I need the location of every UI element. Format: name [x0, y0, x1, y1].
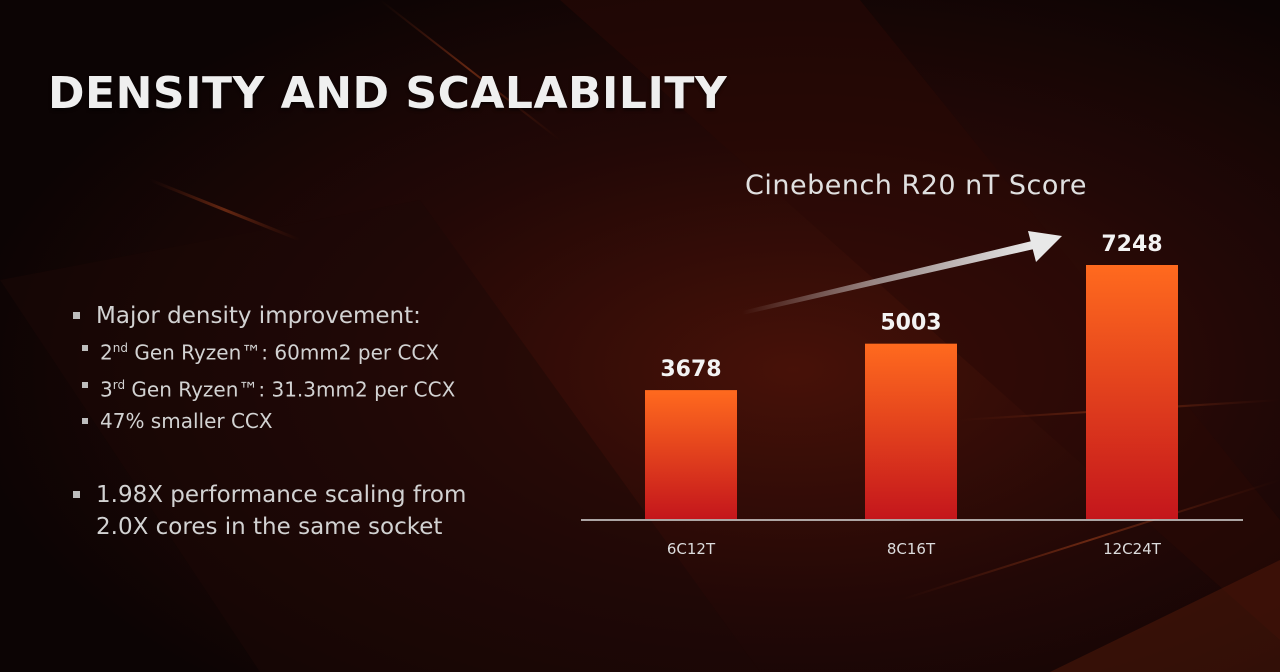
x-tick-label: 6C12T [667, 540, 716, 558]
sub-bullet-3rd-gen: 3rd Gen Ryzen™: 31.3mm2 per CCX [70, 369, 490, 406]
bullet-text: Major density improvement: [96, 303, 421, 329]
bullet-square-icon [73, 491, 80, 499]
bar-12C24T [1086, 265, 1178, 519]
sub-bullet-ordinal: 2 [100, 340, 113, 365]
bullet-square-icon [82, 345, 88, 351]
sub-bullet-ordinal-suffix: rd [112, 377, 126, 392]
x-tick-label: 8C16T [887, 540, 936, 558]
bar-6C12T [645, 390, 737, 519]
bullet-performance-scaling: 1.98X performance scaling from 2.0X core… [70, 479, 490, 543]
sub-bullet-text: Gen Ryzen™: 31.3mm2 per CCX [125, 377, 456, 402]
sub-bullet-ordinal-suffix: nd [112, 341, 128, 355]
trend-arrow-head-icon [1028, 231, 1062, 262]
bullet-list: Major density improvement: 2nd Gen Ryzen… [70, 300, 490, 543]
trend-arrow-shaft [742, 241, 1034, 315]
bullet-text-line2: 2.0X cores in the same socket [96, 514, 443, 541]
bullet-square-icon [82, 418, 88, 425]
sub-bullet-text: 47% smaller CCX [100, 409, 273, 434]
bullet-square-icon [73, 312, 80, 319]
bullet-text-line1: 1.98X performance scaling from [96, 482, 467, 509]
slide-title: DENSITY AND SCALABILITY [48, 68, 728, 119]
x-tick-label: 12C24T [1103, 540, 1162, 558]
sub-bullet-smaller-ccx: 47% smaller CCX [70, 405, 490, 437]
bullet-square-icon [82, 381, 88, 388]
bar-value-label: 7248 [1101, 232, 1162, 257]
bar-value-label: 3678 [660, 357, 721, 382]
bar-value-label: 5003 [880, 311, 941, 336]
chart-title: Cinebench R20 nT Score [745, 170, 1087, 201]
bar-8C16T [865, 343, 957, 519]
sub-bullet-2nd-gen: 2nd Gen Ryzen™: 60mm2 per CCX [70, 332, 490, 369]
sub-bullet-ordinal: 3 [100, 377, 113, 402]
bullet-density: Major density improvement: [70, 300, 490, 332]
sub-bullet-text: Gen Ryzen™: 60mm2 per CCX [127, 340, 440, 365]
